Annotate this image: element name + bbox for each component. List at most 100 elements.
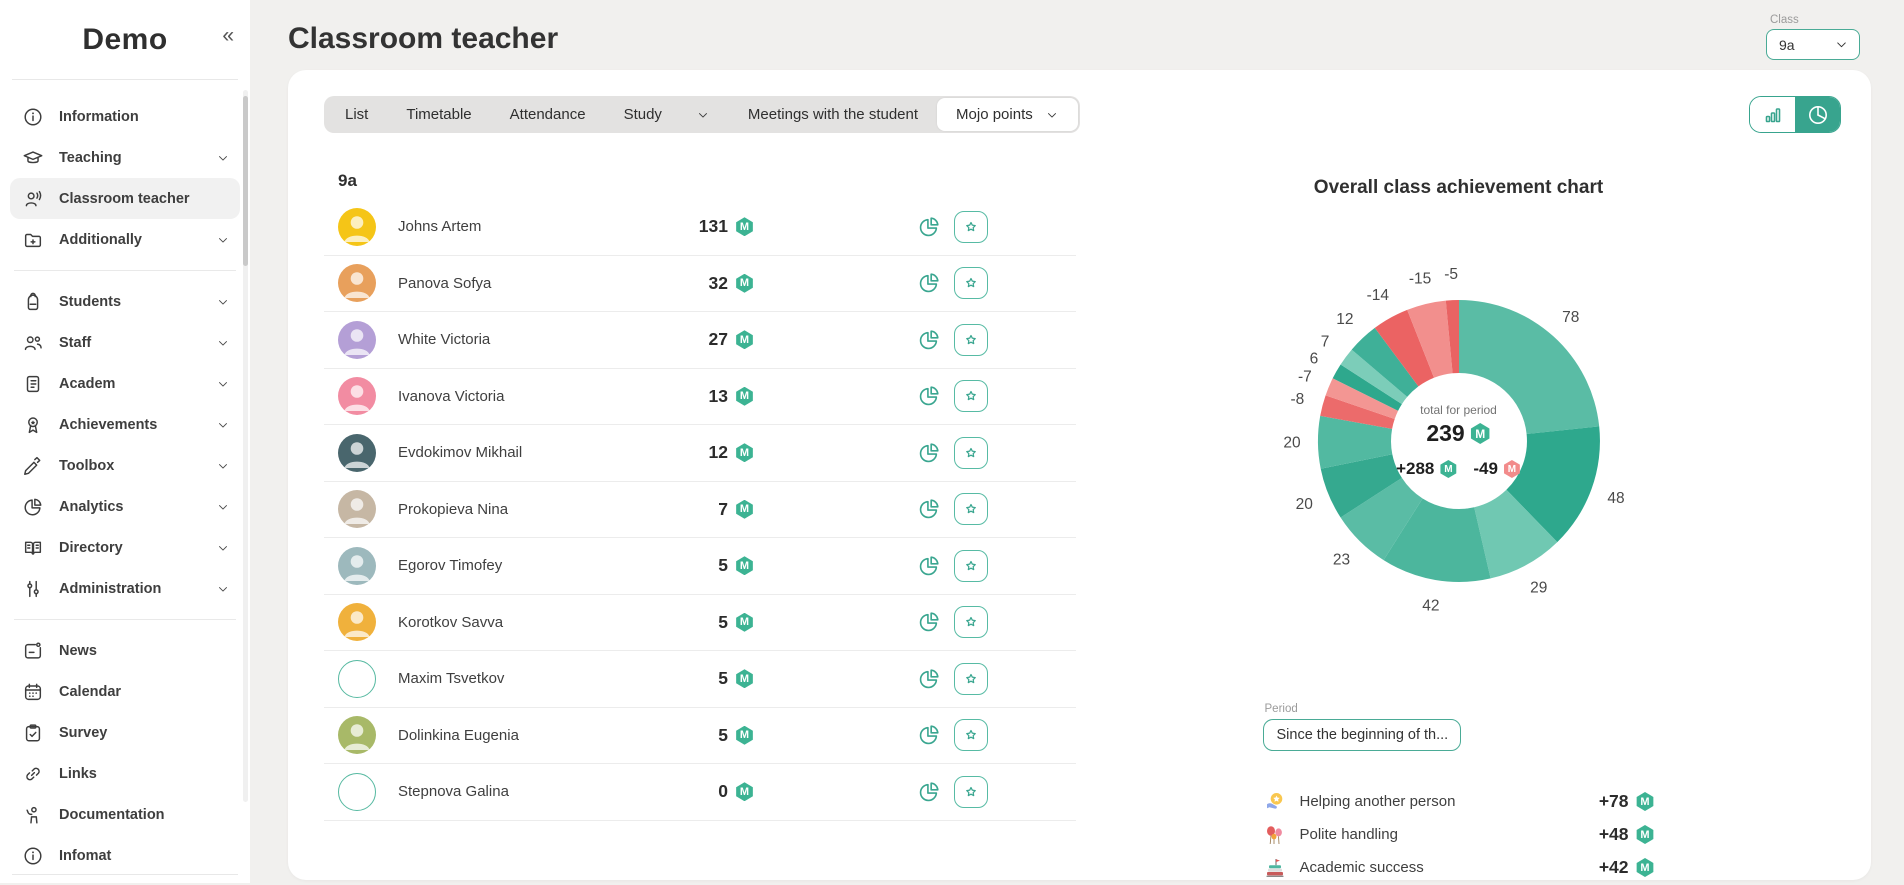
sidebar-scrollbar-thumb[interactable]	[243, 96, 248, 266]
sidebar-item-additionally[interactable]: Additionally	[10, 219, 240, 260]
sidebar-item-information[interactable]: Information	[10, 96, 240, 137]
page-title: Classroom teacher	[288, 22, 559, 55]
sidebar-item-analytics[interactable]: Analytics	[10, 486, 240, 527]
sidebar-item-staff[interactable]: Staff	[10, 322, 240, 363]
donut-segment[interactable]	[1505, 426, 1600, 543]
student-name: Panova Sofya	[398, 274, 492, 292]
student-row: Dolinkina Eugenia 5 M	[324, 708, 1076, 764]
donut-segment[interactable]	[1458, 300, 1599, 434]
points-chart-button[interactable]	[916, 666, 942, 692]
donut-segment[interactable]	[1473, 489, 1557, 579]
sidebar-item-news[interactable]: News	[10, 630, 240, 671]
donut-segment[interactable]	[1445, 299, 1459, 374]
avatar	[338, 490, 376, 529]
sidebar-item-label: Survey	[59, 724, 108, 741]
pie-chart-icon	[919, 443, 939, 462]
chevron-down-icon	[216, 336, 230, 350]
sidebar-item-teaching[interactable]: Teaching	[10, 137, 240, 178]
sidebar-collapse-button[interactable]: «	[222, 24, 234, 47]
tab-list[interactable]: List	[326, 98, 387, 131]
donut-segment[interactable]	[1340, 477, 1423, 561]
sidebar-item-documentation[interactable]: Documentation	[10, 794, 240, 835]
survey-icon	[22, 722, 44, 744]
donut-segment[interactable]	[1406, 300, 1453, 378]
donut-segment[interactable]	[1383, 498, 1491, 582]
sidebar-item-achievements[interactable]: Achievements	[10, 404, 240, 445]
give-points-button[interactable]	[954, 323, 988, 356]
points-chart-button[interactable]	[916, 609, 942, 635]
give-points-button[interactable]	[954, 775, 988, 808]
donut-segment[interactable]	[1340, 349, 1407, 405]
tab-study[interactable]: Study	[605, 98, 729, 131]
sidebar-item-academ[interactable]: Academ	[10, 363, 240, 404]
period-select[interactable]: Since the beginning of th...	[1262, 719, 1476, 751]
helping-icon	[1263, 790, 1287, 814]
student-row: Korotkov Savva 5 M	[324, 595, 1076, 651]
points-chart-button[interactable]	[916, 327, 942, 353]
give-points-button[interactable]	[954, 549, 988, 582]
donut-segment[interactable]	[1325, 378, 1398, 419]
period-label: Period	[1264, 703, 1298, 715]
legend-label: Helping another person	[1299, 793, 1456, 810]
give-points-button[interactable]	[954, 606, 988, 639]
points-chart-button[interactable]	[916, 214, 942, 240]
tab-meetings-with-the-student[interactable]: Meetings with the student	[729, 98, 937, 131]
sidebar-item-label: Calendar	[59, 683, 122, 700]
mojo-badge: M	[736, 669, 753, 689]
chart-view-toggle	[1749, 96, 1841, 133]
mojo-badge: M	[736, 217, 753, 237]
sidebar-item-infomat[interactable]: Infomat	[10, 835, 240, 876]
donut-segment-label: -14	[1366, 287, 1389, 304]
give-points-button[interactable]	[954, 719, 988, 752]
pie-chart-view-button[interactable]	[1795, 97, 1840, 132]
donut-segment[interactable]	[1320, 454, 1402, 518]
give-points-button[interactable]	[954, 662, 988, 695]
donut-segment-label: 12	[1336, 311, 1353, 328]
points-chart-button[interactable]	[916, 440, 942, 466]
sidebar-item-label: Documentation	[59, 806, 165, 823]
bar-chart-view-button[interactable]	[1750, 97, 1795, 132]
sidebar-item-directory[interactable]: Directory	[10, 527, 240, 568]
donut-segment[interactable]	[1332, 364, 1402, 411]
give-points-button[interactable]	[954, 493, 988, 526]
sidebar-item-links[interactable]: Links	[10, 753, 240, 794]
star-icon	[966, 278, 976, 288]
mojo-badge: M	[1636, 792, 1654, 811]
chevron-down-icon	[1045, 108, 1059, 122]
sidebar-item-toolbox[interactable]: Toolbox	[10, 445, 240, 486]
mojo-badge: M	[1440, 460, 1457, 478]
avatar	[338, 377, 376, 416]
tab-attendance[interactable]: Attendance	[491, 98, 605, 131]
points-value: 13	[708, 385, 728, 406]
donut-segment[interactable]	[1319, 395, 1395, 429]
star-icon	[966, 673, 976, 683]
mojo-badge: M	[1636, 858, 1654, 877]
donut-segment[interactable]	[1317, 415, 1392, 469]
points-chart-button[interactable]	[916, 496, 942, 522]
donut-segment[interactable]	[1374, 309, 1434, 387]
sidebar-item-classroom-teacher[interactable]: Classroom teacher	[10, 178, 240, 219]
administration-icon	[22, 578, 44, 600]
points-chart-button[interactable]	[916, 553, 942, 579]
sidebar-item-administration[interactable]: Administration	[10, 568, 240, 609]
points-chart-button[interactable]	[916, 383, 942, 409]
class-select[interactable]: 9a	[1766, 29, 1860, 60]
sidebar-item-calendar[interactable]: Calendar	[10, 671, 240, 712]
give-points-button[interactable]	[954, 380, 988, 413]
donut-segment[interactable]	[1351, 327, 1418, 397]
tab-timetable[interactable]: Timetable	[387, 98, 490, 131]
points-chart-button[interactable]	[916, 270, 942, 296]
give-points-button[interactable]	[954, 267, 988, 300]
points-chart-button[interactable]	[916, 722, 942, 748]
sidebar-item-students[interactable]: Students	[10, 281, 240, 322]
sidebar-item-survey[interactable]: Survey	[10, 712, 240, 753]
legend-value: +78 M	[1599, 791, 1655, 812]
give-points-button[interactable]	[954, 210, 988, 243]
points-chart-button[interactable]	[916, 779, 942, 805]
give-points-button[interactable]	[954, 436, 988, 469]
chart-panel: Overall class achievement chart 78 48 29 42…	[1076, 155, 1841, 884]
points-value: 27	[708, 329, 728, 350]
tab-mojo-points[interactable]: Mojo points	[937, 98, 1078, 131]
legend-value: +48 M	[1599, 824, 1655, 845]
